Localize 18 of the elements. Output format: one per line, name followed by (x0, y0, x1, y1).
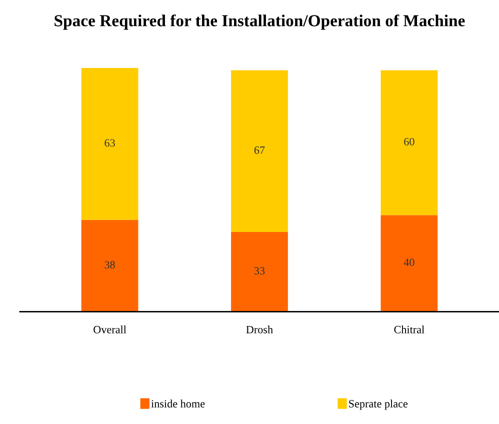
data-label: 40 (404, 258, 414, 266)
data-label: 60 (404, 138, 414, 146)
bar (81, 220, 138, 312)
bar (231, 232, 288, 312)
bar (380, 70, 438, 216)
data-label: 63 (104, 139, 115, 147)
bar (380, 215, 438, 312)
data-label: 33 (254, 267, 265, 275)
legend-label: Seprate place (349, 400, 408, 410)
bar (231, 70, 288, 232)
data-label: 67 (254, 146, 265, 154)
data-label: 38 (104, 261, 115, 269)
legend-label: inside home (151, 400, 205, 408)
bar (81, 68, 138, 220)
x-tick-label: Overall (94, 326, 126, 334)
x-tick-label: Chitral (394, 326, 424, 334)
x-tick-label: Drosh (246, 326, 273, 334)
chart-title: Space Required for the Installation/Operation of Machine (54, 14, 465, 30)
